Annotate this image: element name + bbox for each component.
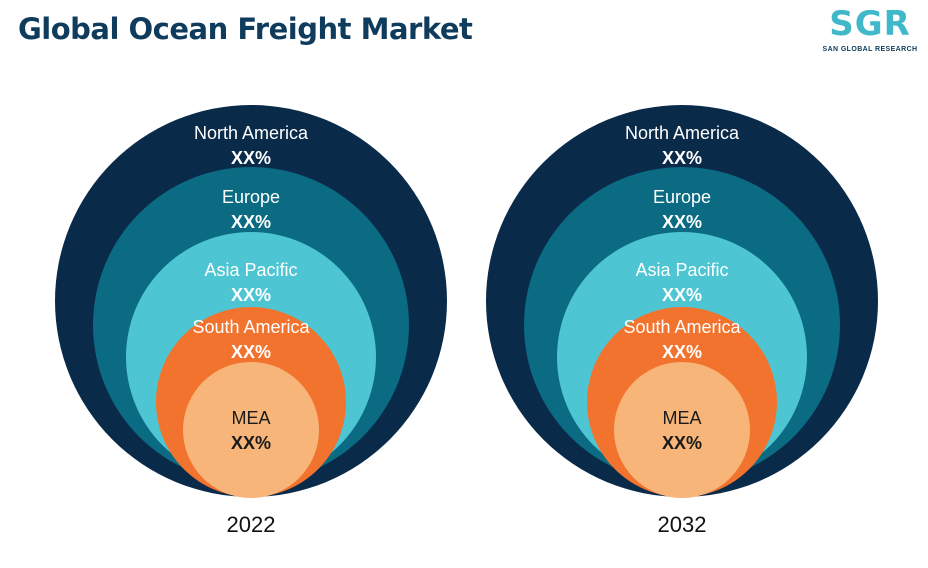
value-south-america-2022: XX% [231, 342, 271, 362]
label-north-america-2022: North America [194, 123, 309, 143]
panel-2032: North America XX% Europe XX% Asia Pacific XX%… [486, 105, 878, 537]
logo-subtitle: SAN GLOBAL RESEARCH [822, 46, 918, 53]
label-mea-2022: MEA [231, 408, 270, 428]
sgr-logo: SGR SAN GLOBAL RESEARCH [818, 6, 922, 58]
label-asia-pacific-2032: Asia Pacific [635, 260, 728, 280]
label-mea-2032: MEA [662, 408, 701, 428]
value-mea-2022: XX% [231, 433, 271, 453]
value-asia-pacific-2022: XX% [231, 285, 271, 305]
label-europe-2032: Europe [653, 187, 711, 207]
page-title: Global Ocean Freight Market [18, 12, 473, 46]
value-north-america-2022: XX% [231, 148, 271, 168]
circle-mea-2032 [614, 362, 750, 498]
value-mea-2032: XX% [662, 433, 702, 453]
value-asia-pacific-2032: XX% [662, 285, 702, 305]
year-label-2032: 2032 [658, 512, 707, 537]
label-south-america-2032: South America [623, 317, 741, 337]
value-europe-2032: XX% [662, 212, 702, 232]
logo-mark: SGR [829, 4, 911, 44]
label-north-america-2032: North America [625, 123, 740, 143]
label-europe-2022: Europe [222, 187, 280, 207]
label-asia-pacific-2022: Asia Pacific [204, 260, 297, 280]
panel-2022: North America XX% Europe XX% Asia Pacific XX%… [55, 105, 447, 537]
value-europe-2022: XX% [231, 212, 271, 232]
year-label-2022: 2022 [227, 512, 276, 537]
value-north-america-2032: XX% [662, 148, 702, 168]
circle-mea-2022 [183, 362, 319, 498]
value-south-america-2032: XX% [662, 342, 702, 362]
label-south-america-2022: South America [192, 317, 310, 337]
